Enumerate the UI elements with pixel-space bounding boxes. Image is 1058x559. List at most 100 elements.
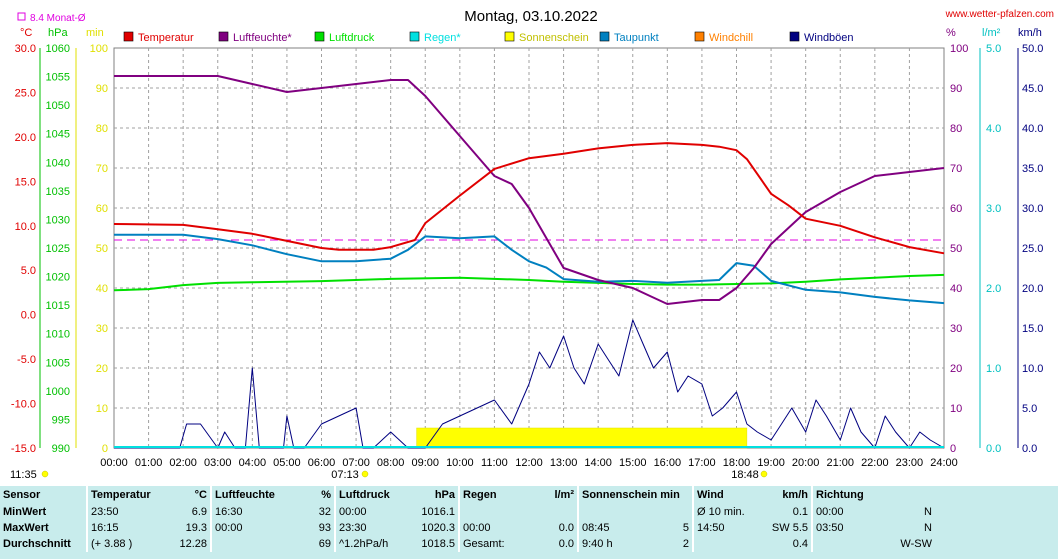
wind-tick-label: 35.0 (1022, 163, 1043, 175)
wind-tick-label: 20.0 (1022, 283, 1043, 295)
dir-time: 03:50 (811, 520, 879, 536)
wind-tick-label: 40.0 (1022, 123, 1043, 135)
temp-time: 16:15 (86, 520, 164, 536)
press-time: 23:30 (334, 520, 412, 536)
rain-tick-label: 2.0 (986, 283, 1001, 295)
temp-tick-label: 25.0 (15, 87, 36, 99)
sunshine-layer (416, 427, 748, 449)
sun-value (663, 504, 693, 520)
sunmin-tick-label: 50 (96, 243, 108, 255)
pressure-tick-label: 1045 (46, 129, 70, 141)
x-tick-label: 06:00 (308, 457, 336, 469)
dir-time (811, 536, 879, 552)
pressure-tick-label: 1055 (46, 72, 70, 84)
unit-min: min (86, 27, 104, 39)
stats-header-row: Sensor Temperatur °C Luftfeuchte % Luftd… (0, 486, 935, 504)
legend-label: Windchill (709, 32, 753, 44)
row-label: MaxWert (3, 522, 49, 534)
humidity-tick-label: 10 (950, 403, 962, 415)
x-tick-label: 10:00 (446, 457, 474, 469)
legend-swatch (599, 31, 610, 42)
x-tick-label: 13:00 (550, 457, 578, 469)
row-label: MinWert (3, 506, 47, 518)
sunmin-tick-label: 30 (96, 323, 108, 335)
sun-value: 2 (682, 538, 689, 550)
wind-value: SW 5.5 (771, 522, 808, 534)
hdr-temp-unit: °C (194, 489, 207, 501)
hdr-temp: Temperatur (86, 486, 164, 504)
sun-icon (41, 470, 49, 478)
press-value: 1016.1 (421, 506, 455, 518)
hdr-press-unit: hPa (434, 489, 455, 501)
wind-tick-label: 50.0 (1022, 43, 1043, 55)
hum-time: 16:30 (210, 504, 288, 520)
sun-icon (760, 470, 768, 478)
legend-label: Windböen (804, 32, 854, 44)
sunmin-tick-label: 90 (96, 83, 108, 95)
humidity-tick-label: 80 (950, 123, 962, 135)
legend-swatch (694, 31, 705, 42)
pressure-tick-label: 1030 (46, 214, 70, 226)
row-label: Durchschnitt (3, 538, 71, 550)
sunshine-bar (416, 427, 748, 449)
temp-tick-label: 10.0 (15, 221, 36, 233)
wind-time (692, 536, 760, 552)
rain-tick-label: 3.0 (986, 203, 1001, 215)
hdr-rain: Regen (458, 486, 526, 504)
month-avg-label: 8.4 Monat-Ø (30, 13, 86, 24)
humidity-tick-label: 50 (950, 243, 962, 255)
sun-time: 08:45 (576, 520, 664, 536)
x-tick-label: 15:00 (619, 457, 647, 469)
sunmin-tick-label: 80 (96, 123, 108, 135)
rain-value: 0.0 (558, 522, 574, 534)
temp-tick-label: 5.0 (21, 265, 36, 277)
rain-tick-label: 1.0 (986, 363, 1001, 375)
temp-tick-label: -10.0 (11, 399, 36, 411)
humidity-tick-label: 20 (950, 363, 962, 375)
x-tick-label: 17:00 (688, 457, 716, 469)
temp-tick-label: -5.0 (17, 354, 36, 366)
temp-tick-label: -15.0 (11, 443, 36, 455)
site-link[interactable]: www.wetter-pfalzen.com (945, 9, 1054, 20)
series-layer (113, 75, 945, 449)
hdr-hum: Luftfeuchte (210, 486, 288, 504)
temp-tick-label: 30.0 (15, 43, 36, 55)
pressure-tick-label: 1040 (46, 157, 70, 169)
hdr-rain-unit: l/m² (554, 489, 574, 501)
legend-label: Luftfeuchte* (233, 32, 292, 44)
wind-value: 0.4 (792, 538, 808, 550)
wind-tick-label: 45.0 (1022, 83, 1043, 95)
dewpoint-line (114, 233, 945, 305)
stats-row-min: MinWert 23:50 6.9 16:30 32 00:00 1016.1 … (0, 504, 935, 520)
legend-label: Temperatur (138, 32, 194, 44)
sunrise-label: 07:13 (331, 469, 359, 481)
temp-time: 23:50 (86, 504, 164, 520)
stats-row-max: MaxWert 16:15 19.3 00:00 93 23:30 1020.3… (0, 520, 935, 536)
temp-value: 12.28 (179, 538, 207, 550)
temp-value: 6.9 (191, 506, 207, 518)
press-time: ^1.2hPa/h (334, 536, 412, 552)
stats-row-avg: Durchschnitt (+ 3.88 ) 12.28 69 ^1.2hPa/… (0, 536, 935, 552)
press-time: 00:00 (334, 504, 412, 520)
wind-tick-label: 15.0 (1022, 323, 1043, 335)
sun-value: 5 (682, 522, 689, 534)
x-tick-label: 22:00 (861, 457, 889, 469)
stats-panel: Sensor Temperatur °C Luftfeuchte % Luftd… (0, 486, 1058, 559)
unit-kmh: km/h (1018, 27, 1042, 39)
month-avg-marker (17, 12, 26, 21)
temperature-line (113, 142, 945, 255)
rain-tick-label: 0.0 (986, 443, 1001, 455)
x-tick-label: 00:00 (100, 457, 128, 469)
pressure-tick-label: 1005 (46, 357, 70, 369)
x-tick-label: 16:00 (654, 457, 682, 469)
press-value: 1020.3 (421, 522, 455, 534)
wind-tick-label: 25.0 (1022, 243, 1043, 255)
x-tick-label: 07:00 (342, 457, 370, 469)
dir-value: W-SW (900, 538, 932, 550)
humidity-tick-label: 90 (950, 83, 962, 95)
sunmin-tick-label: 70 (96, 163, 108, 175)
x-tick-label: 01:00 (135, 457, 163, 469)
sunset-label: 18:48 (731, 469, 759, 481)
stats-table: Sensor Temperatur °C Luftfeuchte % Luftd… (0, 486, 935, 552)
hdr-dir-pad (879, 486, 935, 504)
